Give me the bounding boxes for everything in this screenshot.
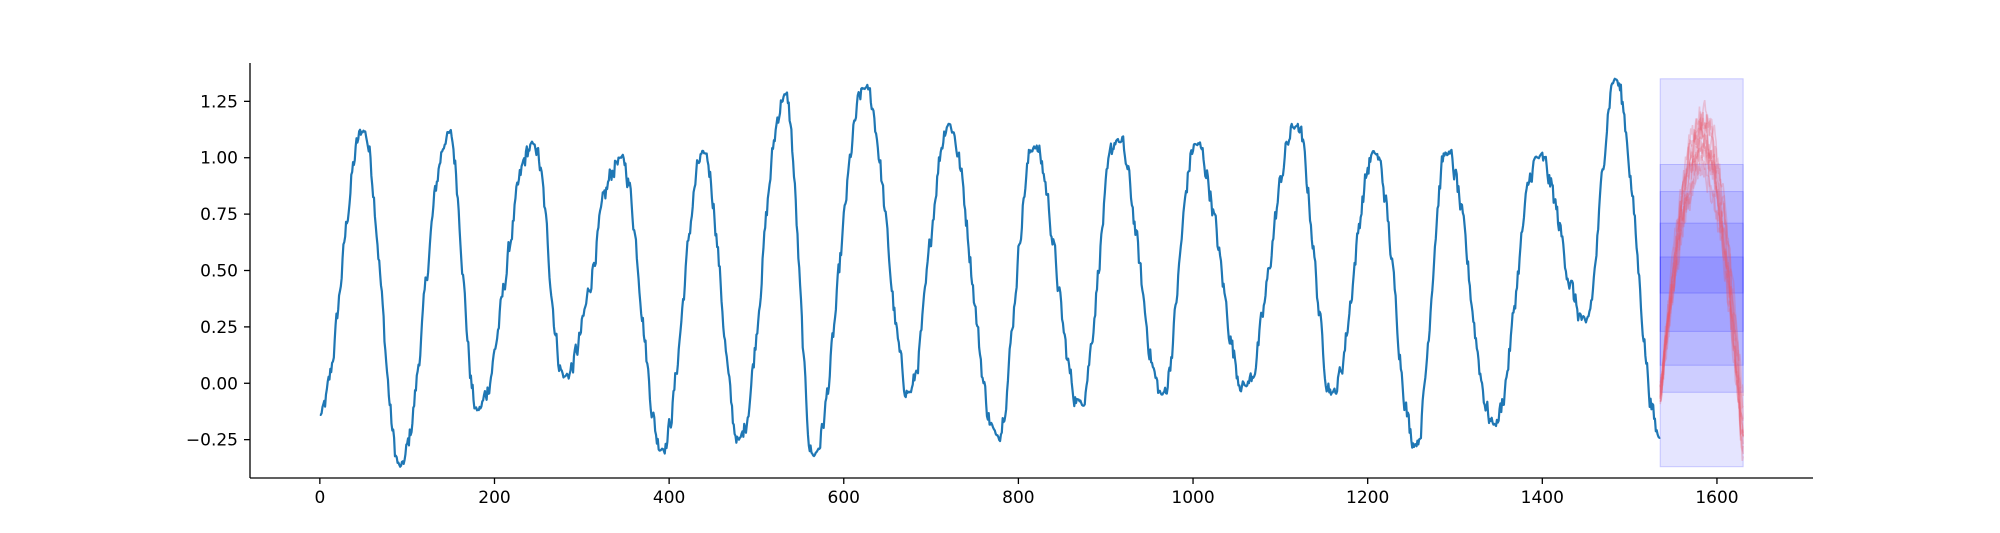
x-tick-label: 600 — [828, 488, 860, 508]
x-tick-label: 200 — [478, 488, 510, 508]
axes — [249, 63, 1813, 479]
forecast-sample-11 — [1659, 156, 1744, 437]
y-tick-label: −0.25 — [186, 431, 238, 451]
forecast-sample-6 — [1659, 99, 1744, 420]
y-tick-label: 1.00 — [200, 149, 238, 169]
forecast-interval-bands — [1659, 78, 1744, 468]
x-tick-label: 1400 — [1521, 488, 1564, 508]
forecast-sample-0 — [1659, 116, 1744, 461]
x-tick-label: 1200 — [1346, 488, 1389, 508]
y-tick-label: 0.75 — [200, 205, 238, 225]
forecast-band-1 — [1659, 163, 1744, 393]
y-tick-label: 0.00 — [200, 374, 238, 394]
forecast-sample-1 — [1659, 148, 1744, 445]
x-tick-label: 800 — [1002, 488, 1034, 508]
x-tick-label: 400 — [653, 488, 685, 508]
forecast-band-3 — [1659, 222, 1744, 332]
history-series — [319, 77, 1661, 468]
forecast-band-2 — [1659, 191, 1744, 366]
x-tick-label: 0 — [314, 488, 325, 508]
y-axis-ticks: −0.25 0.00 0.25 0.50 0.75 1.00 1.25 — [186, 92, 250, 451]
forecast-sample-paths — [1659, 99, 1744, 461]
y-tick-label: 0.50 — [200, 262, 238, 282]
series-line-0 — [319, 77, 1661, 468]
y-tick-label: 1.25 — [200, 92, 238, 112]
forecast-band-4 — [1659, 256, 1744, 294]
forecast-sample-5 — [1659, 111, 1744, 433]
forecast-sample-3 — [1659, 142, 1744, 453]
x-axis-ticks: 0 200 400 600 800 1000 1200 1400 1600 — [314, 478, 1739, 508]
y-tick-label: 0.25 — [200, 318, 238, 338]
forecast-band-0 — [1659, 78, 1744, 468]
forecast-sample-4 — [1659, 122, 1744, 410]
x-tick-label: 1000 — [1171, 488, 1214, 508]
forecast-sample-2 — [1659, 122, 1744, 455]
forecast-sample-7 — [1659, 126, 1744, 422]
forecast-sample-9 — [1659, 112, 1744, 402]
forecast-sample-10 — [1659, 133, 1744, 438]
x-tick-label: 1600 — [1695, 488, 1738, 508]
forecast-sample-8 — [1659, 161, 1744, 437]
